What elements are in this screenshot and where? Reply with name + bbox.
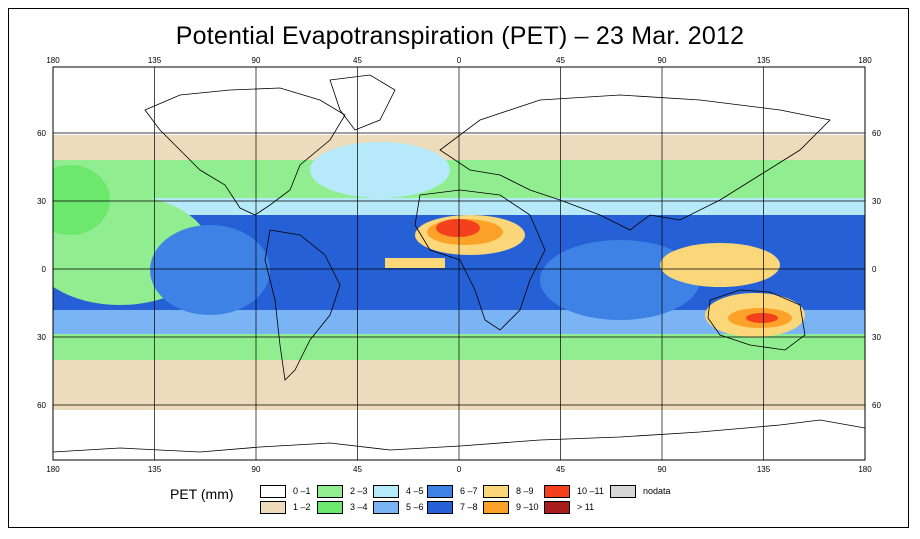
legend-label: 1 –2 xyxy=(293,502,311,512)
legend-item: 10 –11 xyxy=(544,484,604,498)
legend-swatch xyxy=(317,500,343,514)
pet-zone-atlantic-yellow xyxy=(385,258,445,268)
lat-tick-right: 60 xyxy=(872,401,881,410)
lon-tick-top: 90 xyxy=(252,56,261,65)
legend-item: 2 –3 xyxy=(317,484,368,498)
pet-zone-pacific-lightgreen xyxy=(53,165,110,235)
lat-tick-right: 0 xyxy=(872,265,877,274)
legend-item: 0 –1 xyxy=(260,484,311,498)
lat-ticks-right: 60 30 0 30 60 xyxy=(872,129,881,410)
pet-zone-australia-red xyxy=(746,313,778,323)
figure-frame xyxy=(8,8,909,528)
lon-tick-bottom: 90 xyxy=(252,465,261,474)
legend-label: 8 –9 xyxy=(516,486,534,496)
legend-label: nodata xyxy=(643,486,671,496)
legend-item: 6 –7 xyxy=(427,484,478,498)
legend-item: 7 –8 xyxy=(427,500,478,514)
legend-swatch xyxy=(373,484,399,498)
lon-tick-top: 180 xyxy=(858,56,872,65)
lon-tick-bottom: 90 xyxy=(658,465,667,474)
lon-tick-top: 45 xyxy=(556,56,565,65)
legend-item: 3 –4 xyxy=(317,500,368,514)
legend-label: 9 –10 xyxy=(516,502,539,512)
legend-swatch xyxy=(483,500,509,514)
lon-tick-bottom: 0 xyxy=(457,465,462,474)
legend-swatch xyxy=(260,500,286,514)
lat-tick-left: 30 xyxy=(37,197,46,206)
legend-swatch xyxy=(260,484,286,498)
legend-label: 10 –11 xyxy=(577,486,604,496)
lat-tick-left: 0 xyxy=(42,265,47,274)
africa-coastline xyxy=(414,189,546,331)
lon-tick-top: 135 xyxy=(148,56,162,65)
lat-tick-left: 60 xyxy=(37,401,46,410)
legend-item: 4 –5 xyxy=(373,484,424,498)
lat-tick-right: 30 xyxy=(872,197,881,206)
lon-tick-bottom: 180 xyxy=(46,465,60,474)
north-america-coastline xyxy=(144,87,346,216)
legend-label: 7 –8 xyxy=(460,502,478,512)
legend-swatch xyxy=(427,484,453,498)
pet-zone-north-atlantic xyxy=(310,142,450,198)
lon-tick-bottom: 180 xyxy=(858,465,872,474)
map-border xyxy=(52,66,866,461)
greenland-coastline xyxy=(329,74,396,131)
legend-label: 3 –4 xyxy=(350,502,368,512)
south-america-coastline xyxy=(264,229,341,381)
lat-tick-right: 30 xyxy=(872,333,881,342)
australia-coastline xyxy=(707,289,806,351)
lat-tick-right: 60 xyxy=(872,129,881,138)
lat-tick-left: 60 xyxy=(37,129,46,138)
eurasia-coastline xyxy=(439,94,831,231)
legend-item: nodata xyxy=(610,484,671,498)
lon-tick-top: 0 xyxy=(457,56,462,65)
lon-tick-bottom: 135 xyxy=(757,465,771,474)
graticule xyxy=(53,67,865,460)
legend-item: 1 –2 xyxy=(260,500,311,514)
pet-zone-pacific-blue xyxy=(150,225,270,315)
legend-swatch xyxy=(427,500,453,514)
legend-swatch xyxy=(610,484,636,498)
legend-label: 0 –1 xyxy=(293,486,311,496)
lon-tick-top: 135 xyxy=(757,56,771,65)
legend-label: 2 –3 xyxy=(350,486,368,496)
legend-swatch xyxy=(373,500,399,514)
legend-item: 5 –6 xyxy=(373,500,424,514)
pet-zone-sahel-red xyxy=(436,219,480,237)
legend-item: 9 –10 xyxy=(483,500,539,514)
legend-swatch xyxy=(483,484,509,498)
legend-label: 4 –5 xyxy=(406,486,424,496)
legend-swatch xyxy=(317,484,343,498)
coastlines xyxy=(144,74,831,381)
lat-tick-left: 30 xyxy=(37,333,46,342)
lon-tick-bottom: 45 xyxy=(353,465,362,474)
lat-ticks-left: 60 30 0 30 60 xyxy=(37,129,46,410)
lon-tick-bottom: 45 xyxy=(556,465,565,474)
lon-tick-bottom: 135 xyxy=(148,465,162,474)
legend-swatch xyxy=(544,500,570,514)
legend-label: 6 –7 xyxy=(460,486,478,496)
legend-item: 8 –9 xyxy=(483,484,534,498)
legend-title: PET (mm) xyxy=(170,486,234,502)
legend-label: 5 –6 xyxy=(406,502,424,512)
legend-label: > 11 xyxy=(577,502,595,512)
legend-item: > 11 xyxy=(544,500,594,514)
map-title: Potential Evapotranspiration (PET) – 23 … xyxy=(175,22,745,50)
lon-tick-top: 90 xyxy=(658,56,667,65)
pet-zone-maritime-yellow xyxy=(660,243,780,287)
legend-swatch xyxy=(544,484,570,498)
lon-tick-top: 45 xyxy=(353,56,362,65)
lon-ticks-bottom: 180 135 90 45 0 45 90 135 180 xyxy=(46,465,872,474)
lon-tick-top: 180 xyxy=(46,56,60,65)
lon-ticks-top: 180 135 90 45 0 45 90 135 180 xyxy=(46,56,872,65)
pet-zone-indian-ocean xyxy=(540,240,700,320)
antarctica-coastline xyxy=(53,419,865,453)
